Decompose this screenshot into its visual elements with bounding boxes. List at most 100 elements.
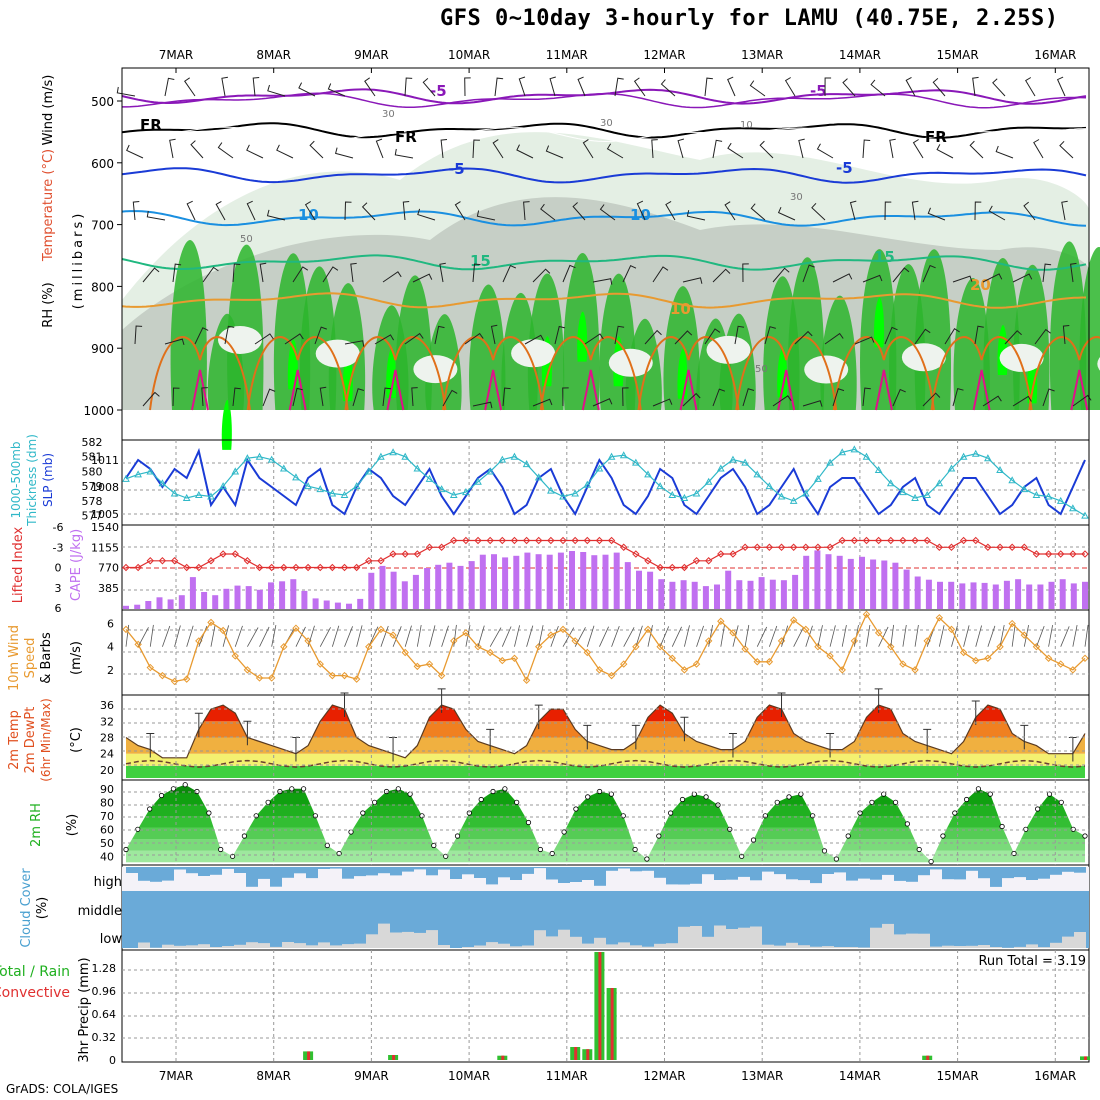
temp2m-ylabel-1: 2m Temp: [7, 710, 22, 770]
wind-barb: [764, 326, 776, 345]
cloud-high-bar: [210, 867, 222, 875]
wind10-barb: [477, 625, 485, 647]
wind-barb: [644, 329, 662, 345]
cloud-high-bar: [834, 867, 846, 873]
wind-barb: [266, 209, 286, 221]
cape-bar: [1003, 580, 1010, 609]
cloud-high-bar: [534, 867, 546, 869]
cloud-low-bar: [366, 934, 378, 948]
cloud-high-bar: [354, 867, 366, 877]
date-label-bottom: 12MAR: [643, 1069, 685, 1083]
wind-barb: [606, 143, 624, 159]
cloud-low-bar: [690, 926, 702, 948]
wind-barb: [862, 387, 871, 407]
wind-barb: [884, 201, 892, 221]
cloud-low-bar: [546, 936, 558, 948]
cloud-low-bar: [594, 937, 606, 948]
thickness-marker: [765, 482, 774, 490]
wind-barb: [439, 262, 446, 283]
rh2m-marker: [135, 826, 141, 832]
wind-barb: [194, 327, 209, 345]
wind-barb: [292, 266, 309, 283]
rh2m-marker: [987, 791, 993, 797]
cloud-low-bar: [858, 947, 870, 948]
wind-barb: [922, 264, 936, 283]
cloud-low-bar: [966, 945, 978, 948]
wind10-barb: [1072, 625, 1078, 647]
wind-barb: [1070, 262, 1077, 283]
contour-label: 50: [240, 234, 253, 245]
cape-bar: [903, 569, 910, 609]
cloud-label-high: high: [94, 875, 122, 890]
rh-bright-patch: [873, 297, 885, 348]
cape-bar: [535, 554, 542, 609]
wind-barb: [134, 325, 143, 345]
precip-tick-label: 0.96: [92, 985, 117, 998]
cape-bar: [145, 601, 152, 609]
cloud-high-bar: [1062, 867, 1074, 872]
thickness-marker: [874, 465, 883, 473]
cape-bar: [435, 564, 442, 609]
wind-barb: [704, 77, 713, 97]
wind-barb: [164, 338, 185, 346]
rh-dry-pocket: [999, 343, 1044, 372]
cloud-high-bar: [930, 867, 942, 870]
cloud-low-bar: [1074, 932, 1086, 948]
cloud-high-bar: [642, 867, 654, 871]
level-tick-label: 500: [91, 95, 114, 109]
rh2m-marker: [1058, 799, 1064, 805]
li-marker: [899, 536, 907, 545]
wind-barb: [712, 268, 731, 283]
wind-barb: [492, 139, 504, 159]
wind-barb: [284, 333, 304, 345]
wind10-barb: [999, 625, 1005, 647]
wind10-barb: [817, 625, 823, 647]
date-label-top: 15MAR: [937, 48, 979, 62]
cloud-high-bar: [966, 867, 978, 871]
li-marker: [607, 536, 616, 545]
rh2m-marker: [1046, 791, 1053, 797]
cloud-low-bar: [954, 946, 966, 948]
li-marker: [316, 563, 324, 572]
cloud-high-bar: [1050, 867, 1062, 875]
rh2m-marker: [206, 810, 212, 816]
temp2m-minmax: [923, 728, 932, 754]
thick-ylabel-2: Thickness (dm): [25, 434, 39, 527]
cloud-low-bar: [294, 943, 306, 948]
slp-tick-label: 1008: [91, 481, 119, 494]
contour-magenta: [679, 369, 698, 411]
rh-dry-pocket: [413, 355, 458, 384]
wind10-ylabel-3: & Barbs: [39, 632, 54, 684]
cloud-low-bar: [1062, 936, 1074, 948]
cloud-high-bar: [1014, 867, 1026, 878]
rh2m-marker: [147, 806, 153, 812]
wind10-barb: [186, 625, 194, 647]
rh-green-column: [1013, 264, 1050, 410]
rh2m-ylabel-1: 2m RH: [29, 803, 44, 847]
wind-barb: [651, 139, 658, 159]
cloud-low-bar: [414, 932, 426, 948]
wind-barb: [922, 392, 941, 407]
precip-convective-bar: [392, 1055, 396, 1060]
rh2m-marker: [502, 786, 508, 792]
cloud-low-bar: [750, 926, 762, 948]
wind-barb: [982, 273, 1003, 283]
wind10-tick-label: 4: [107, 641, 114, 654]
cape-bar: [992, 584, 999, 609]
cape-bar: [546, 554, 553, 609]
thickness-marker: [996, 465, 1004, 473]
rh2m-marker: [1023, 826, 1029, 832]
wind10-barb: [696, 625, 704, 647]
contour-label: 50: [755, 364, 768, 375]
contour-magenta: [1070, 369, 1089, 411]
wind10-barb: [684, 625, 690, 647]
wind-barb: [712, 388, 726, 407]
wind-barb: [652, 398, 673, 407]
li-marker: [668, 563, 676, 572]
cape-bar: [1037, 584, 1044, 609]
temp2m-minmax: [340, 692, 349, 717]
cloud-high-bar: [906, 867, 918, 882]
temp2m-panel-labels: 2m Temp 2m DewPt (6hr Min/Max) (°C): [7, 698, 84, 782]
cloud-low-bar: [246, 942, 258, 948]
li-marker: [474, 536, 482, 545]
